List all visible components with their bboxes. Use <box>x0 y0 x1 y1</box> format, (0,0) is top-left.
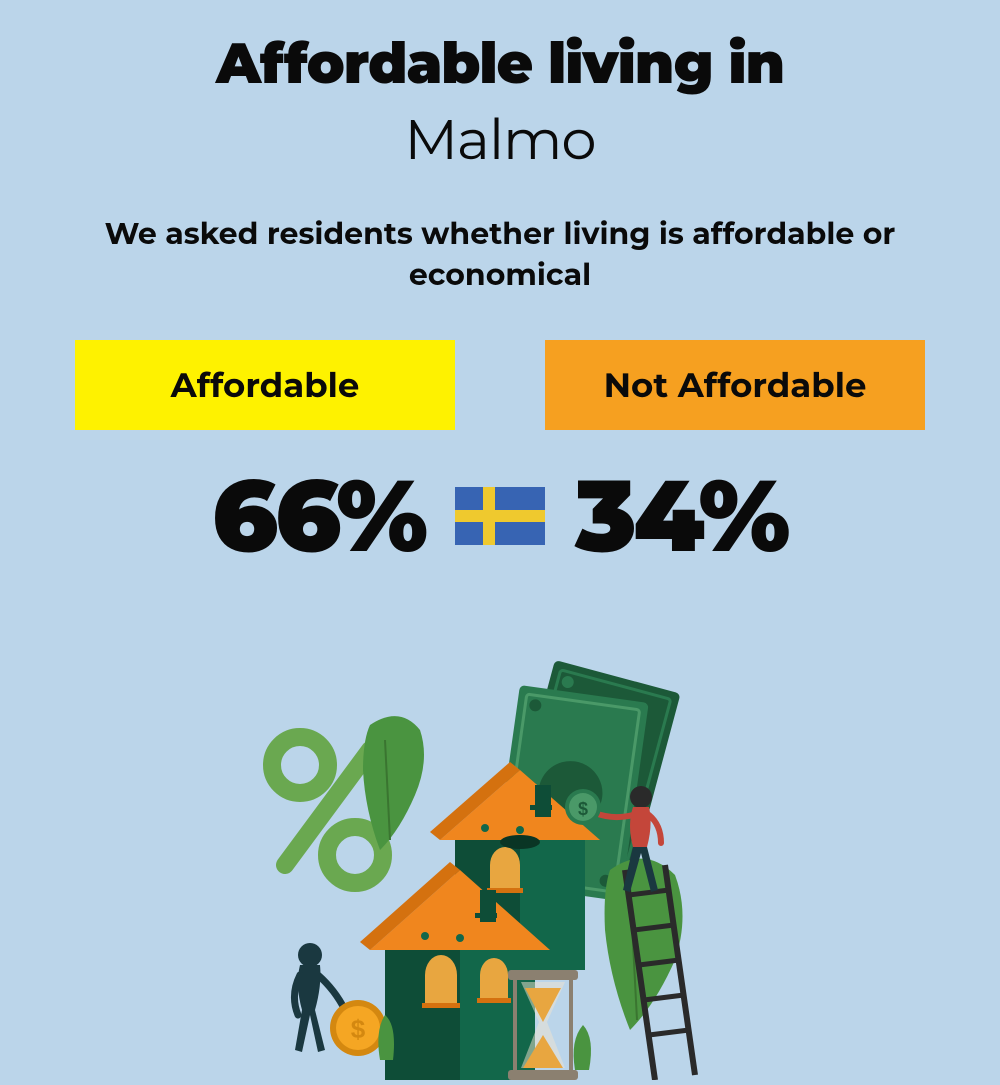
badge-not-affordable: Not Affordable <box>545 340 925 430</box>
svg-text:$: $ <box>351 1014 366 1044</box>
svg-text:$: $ <box>578 799 588 819</box>
subtitle: We asked residents whether living is aff… <box>100 214 900 295</box>
title-line2: Malmo <box>60 106 940 174</box>
badges-row: Affordable Not Affordable <box>60 340 940 430</box>
infographic-container: Affordable living in Malmo We asked resi… <box>0 0 1000 577</box>
percent-affordable: 66% <box>105 455 425 577</box>
badge-affordable: Affordable <box>75 340 455 430</box>
percent-not-affordable: 34% <box>575 455 895 577</box>
housing-illustration: $ $ <box>225 630 775 1080</box>
sweden-flag-icon <box>455 487 545 545</box>
title-line1: Affordable living in <box>60 30 940 98</box>
percent-row: 66% 34% <box>60 455 940 577</box>
